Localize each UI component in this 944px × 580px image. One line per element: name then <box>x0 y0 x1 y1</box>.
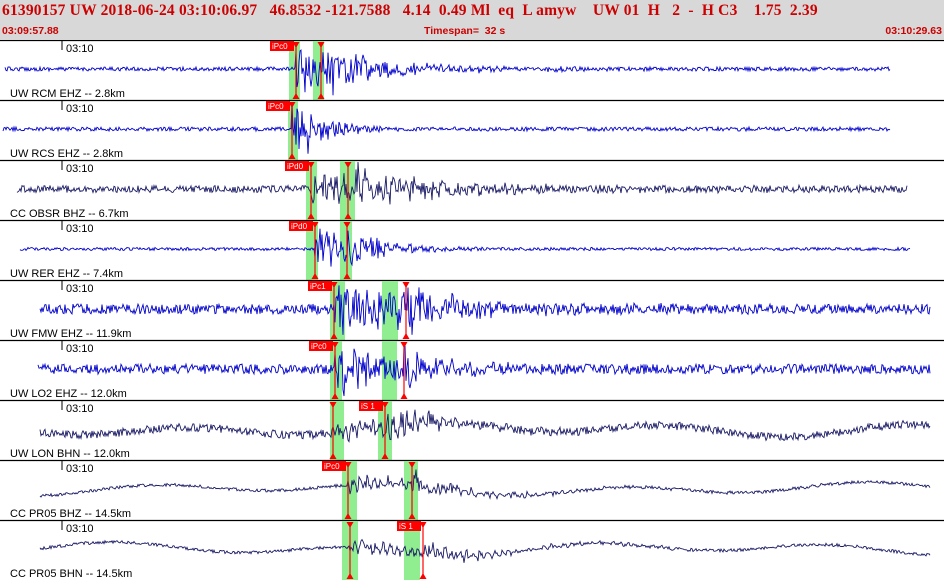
trace-row[interactable]: 03:10 iS 1 UW LON BHN -- 12.0km <box>0 399 944 461</box>
pick-marker-icon[interactable] <box>330 282 338 288</box>
seismogram-trace <box>16 161 908 205</box>
trace-row[interactable]: 03:10 iPc0 UW RCM EHZ -- 2.8km <box>0 40 944 101</box>
pick-marker-icon[interactable] <box>402 282 410 288</box>
time-tick-label: 03:10 <box>66 43 94 55</box>
pick-label-box[interactable] <box>308 281 332 291</box>
timespan: Timespan= 32 s <box>424 25 506 37</box>
pick-marker-icon[interactable] <box>402 333 410 339</box>
seismogram-trace <box>19 228 911 267</box>
pick-marker-icon[interactable] <box>292 42 300 48</box>
pick-label: iS 1 <box>361 402 375 411</box>
seismogram-trace <box>39 409 931 443</box>
time-tick-label: 03:10 <box>66 103 94 115</box>
pick-label-box[interactable] <box>322 461 346 471</box>
end-time: 03:10:29.63 <box>885 25 942 37</box>
pick-marker-icon[interactable] <box>307 162 315 168</box>
s-pick-window <box>313 41 324 100</box>
pick-marker-icon[interactable] <box>344 462 352 468</box>
pick-label-box[interactable] <box>285 161 309 171</box>
event-title: 61390157 UW 2018-06-24 03:10:06.97 46.85… <box>2 2 818 19</box>
station-label: CC PR05 BHZ -- 14.5km <box>10 508 131 520</box>
s-pick-window <box>340 221 352 280</box>
pick-marker-icon[interactable] <box>344 162 352 168</box>
pick-marker-icon[interactable] <box>317 93 325 99</box>
seismogram-trace <box>39 285 931 335</box>
pick-label: iPc0 <box>268 102 284 111</box>
pick-label-box[interactable] <box>266 101 290 111</box>
time-tick-label: 03:10 <box>66 343 94 355</box>
pick-marker-icon[interactable] <box>311 273 319 279</box>
trace-row[interactable]: 03:10 iPc0 UW LO2 EHZ -- 12.0km <box>0 339 944 401</box>
pick-marker-icon[interactable] <box>346 522 354 528</box>
pick-marker-icon[interactable] <box>408 462 416 468</box>
trace-row[interactable]: 03:10 iPd0 CC OBSR BHZ -- 6.7km <box>0 159 944 221</box>
trace-row[interactable]: 03:10 iPc1 UW FMW EHZ -- 11.9km <box>0 279 944 341</box>
pick-marker-icon[interactable] <box>343 222 351 228</box>
pick-marker-icon[interactable] <box>288 153 296 159</box>
seismogram-trace <box>4 49 891 96</box>
station-label: UW LO2 EHZ -- 12.0km <box>10 388 127 400</box>
pick-marker-icon[interactable] <box>344 513 352 519</box>
pick-marker-icon[interactable] <box>311 222 319 228</box>
station-label: UW LON BHN -- 12.0km <box>10 448 130 460</box>
pick-marker-icon[interactable] <box>307 213 315 219</box>
event-header: 61390157 UW 2018-06-24 03:10:06.97 46.85… <box>0 0 944 40</box>
pick-marker-icon[interactable] <box>331 393 339 399</box>
pick-label: iPc0 <box>311 342 327 351</box>
pick-label-box[interactable] <box>270 41 294 51</box>
seismogram-trace <box>39 469 931 500</box>
pick-marker-icon[interactable] <box>400 393 408 399</box>
p-pick-window <box>289 41 300 100</box>
s-pick-window <box>404 521 420 580</box>
station-label: CC PR05 BHN -- 14.5km <box>10 568 132 580</box>
pick-marker-icon[interactable] <box>343 273 351 279</box>
start-time: 03:09:57.88 <box>2 25 59 37</box>
pick-label: iPd0 <box>291 222 308 231</box>
pick-label: iPc1 <box>310 282 326 291</box>
pick-label-box[interactable] <box>289 221 313 231</box>
pick-marker-icon[interactable] <box>329 402 337 408</box>
pick-marker-icon[interactable] <box>317 42 325 48</box>
waveform-panel[interactable]: 03:10 iPc0 UW RCM EHZ -- 2.8km 03:10 iPc0 UW … <box>0 40 944 580</box>
station-label: UW RCS EHZ -- 2.8km <box>10 148 123 160</box>
seismogram-trace <box>39 538 931 563</box>
station-label: UW RCM EHZ -- 2.8km <box>10 88 125 100</box>
time-tick-label: 03:10 <box>66 403 94 415</box>
station-label: UW FMW EHZ -- 11.9km <box>10 328 131 340</box>
pick-marker-icon[interactable] <box>400 342 408 348</box>
pick-marker-icon[interactable] <box>344 213 352 219</box>
pick-label-box[interactable] <box>309 341 333 351</box>
pick-marker-icon[interactable] <box>330 333 338 339</box>
trace-row[interactable]: 03:10 iS 1 CC PR05 BHN -- 14.5km <box>0 519 944 580</box>
pick-marker-icon[interactable] <box>288 102 296 108</box>
time-tick-label: 03:10 <box>66 523 94 535</box>
station-label: UW RER EHZ -- 7.4km <box>10 268 123 280</box>
pick-label: iPc0 <box>324 462 340 471</box>
pick-label-box[interactable] <box>359 401 383 411</box>
seismogram-trace <box>37 343 931 397</box>
station-label: CC OBSR BHZ -- 6.7km <box>10 208 129 220</box>
pick-label: iS 1 <box>399 522 413 531</box>
pick-marker-icon[interactable] <box>381 402 389 408</box>
pick-marker-icon[interactable] <box>419 573 427 579</box>
trace-row[interactable]: 03:10 iPd0 UW RER EHZ -- 7.4km <box>0 219 944 281</box>
pick-label: iPc0 <box>272 42 288 51</box>
pick-marker-icon[interactable] <box>408 513 416 519</box>
pick-marker-icon[interactable] <box>419 522 427 528</box>
pick-label-box[interactable] <box>397 521 421 531</box>
trace-row[interactable]: 03:10 iPc0 UW RCS EHZ -- 2.8km <box>0 99 944 161</box>
pick-marker-icon[interactable] <box>331 342 339 348</box>
time-tick-label: 03:10 <box>66 163 94 175</box>
pick-marker-icon[interactable] <box>381 453 389 459</box>
time-tick-label: 03:10 <box>66 463 94 475</box>
seismogram-trace <box>2 101 891 154</box>
trace-row[interactable]: 03:10 iPc0 CC PR05 BHZ -- 14.5km <box>0 459 944 521</box>
pick-marker-icon[interactable] <box>346 573 354 579</box>
time-tick-label: 03:10 <box>66 223 94 235</box>
s-pick-window <box>382 341 397 400</box>
time-tick-label: 03:10 <box>66 283 94 295</box>
pick-label: iPd0 <box>287 162 304 171</box>
pick-marker-icon[interactable] <box>329 453 337 459</box>
pick-marker-icon[interactable] <box>292 93 300 99</box>
